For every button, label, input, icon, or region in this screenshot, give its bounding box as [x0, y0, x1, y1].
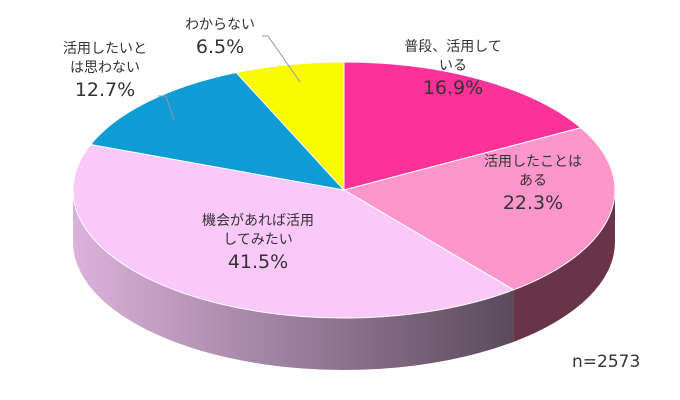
label-slice-0: 普段、活用して いる 16.9% — [404, 39, 502, 99]
slice-0 — [343, 61, 582, 191]
slice-2 — [72, 143, 515, 319]
label-slice-4: わからない 6.5% — [185, 17, 255, 58]
slice-3 — [89, 72, 346, 191]
sample-size-note: n=2573 — [572, 352, 641, 372]
slice-side-2 — [73, 190, 514, 370]
slice-side-1 — [513, 190, 615, 342]
leader-line-katsuyou-shitai-to-omowanai — [158, 95, 175, 121]
slice-1 — [342, 127, 616, 291]
slice-4 — [235, 61, 345, 192]
leader-line-wakaranai — [262, 35, 301, 83]
label-slice-1: 活用したことは ある 22.3% — [484, 154, 582, 214]
label-slice-3: 活用したいと は思わない 12.7% — [63, 41, 147, 101]
label-slice-2: 機会があれば活用 してみたい 41.5% — [202, 213, 314, 273]
